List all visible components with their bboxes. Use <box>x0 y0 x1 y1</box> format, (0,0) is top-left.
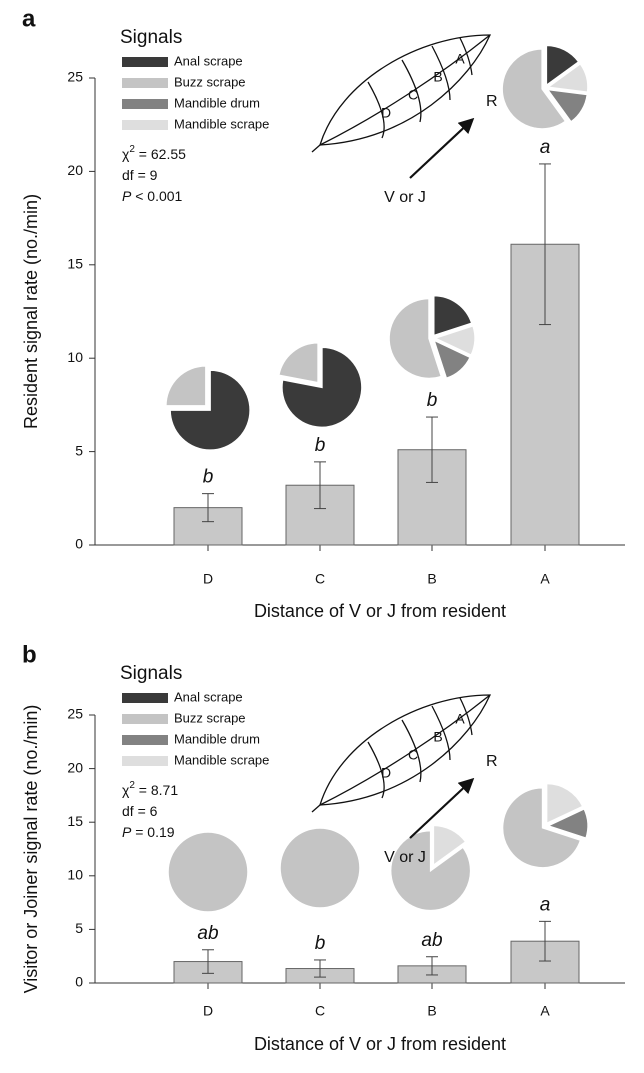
stat-text: = 8.71 <box>135 782 178 798</box>
stat-line: χ2 = 62.55 <box>122 144 186 162</box>
arrow-start-label: V or J <box>384 189 426 206</box>
pie-wedge <box>166 366 206 406</box>
legend-title: Signals <box>120 663 182 684</box>
x-tick-label: C <box>315 1003 325 1019</box>
x-axis-label: Distance of V or J from resident <box>254 1034 506 1054</box>
section-label: A <box>455 51 465 67</box>
y-axis-label: Resident signal rate (no./min) <box>21 194 41 429</box>
x-tick-label: A <box>540 1003 550 1019</box>
significance-label: a <box>540 894 551 915</box>
legend-swatch <box>122 714 168 724</box>
stat-text: < 0.001 <box>131 188 182 204</box>
x-tick-label: B <box>427 1003 436 1019</box>
legend-swatch <box>122 735 168 745</box>
stat-text: df = 6 <box>122 803 158 819</box>
x-tick-label: A <box>540 571 550 587</box>
x-tick-label: D <box>203 571 213 587</box>
page: {"chart_data": [ {"type": "bar", "panel"… <box>0 0 644 1073</box>
section-label: A <box>455 711 465 727</box>
legend-label: Buzz scrape <box>174 710 246 725</box>
pie-wedge <box>168 832 248 912</box>
arrow-end-label: R <box>486 753 498 770</box>
section-label: D <box>381 105 391 121</box>
section-label: C <box>408 87 418 103</box>
legend-swatch <box>122 120 168 130</box>
figure: a 0 5 10 15 20 25 Resident signal rate (no./min… <box>0 0 644 1073</box>
y-tick-label: 10 <box>67 349 83 365</box>
pie-wedge <box>279 343 318 383</box>
legend-title: Signals <box>120 27 182 48</box>
y-tick-label: 10 <box>67 867 83 883</box>
x-tick-label: C <box>315 571 325 587</box>
y-tick-label: 15 <box>67 813 83 829</box>
legend-swatch <box>122 57 168 67</box>
stat-line: df = 6 <box>122 803 158 819</box>
leaf-stem <box>312 145 320 152</box>
legend-label: Anal scrape <box>174 689 243 704</box>
y-tick-label: 20 <box>67 162 83 178</box>
legend-label: Mandible drum <box>174 95 260 110</box>
panel: b 0 5 10 15 20 25 Visitor or Joiner signal rate… <box>21 641 625 1053</box>
stat-text: = 62.55 <box>135 146 186 162</box>
y-tick-label: 25 <box>67 706 83 722</box>
significance-label: ab <box>421 930 442 951</box>
section-label: C <box>408 747 418 763</box>
panel-label: b <box>22 641 37 668</box>
significance-label: ab <box>197 923 218 944</box>
panel-label: a <box>22 5 36 32</box>
significance-label: b <box>427 390 438 411</box>
legend-label: Mandible drum <box>174 731 260 746</box>
legend-label: Mandible scrape <box>174 116 269 131</box>
stat-line: P = 0.19 <box>122 824 175 840</box>
pie-wedge <box>280 828 360 908</box>
arrow-start-label: V or J <box>384 849 426 866</box>
stat-text: df = 9 <box>122 167 158 183</box>
x-tick-label: D <box>203 1003 213 1019</box>
section-label: B <box>433 69 442 85</box>
stat-line: χ2 = 8.71 <box>122 780 178 798</box>
y-tick-label: 20 <box>67 759 83 775</box>
stat-line: P < 0.001 <box>122 188 183 204</box>
section-label: B <box>433 729 442 745</box>
legend-swatch <box>122 693 168 703</box>
stat-text: = 0.19 <box>131 824 174 840</box>
section-label: D <box>381 765 391 781</box>
legend-label: Anal scrape <box>174 53 243 68</box>
leaf-stem <box>312 805 320 812</box>
y-tick-label: 5 <box>75 442 83 458</box>
leaf-diagram: ABC D R V or J <box>312 35 498 206</box>
legend-swatch <box>122 78 168 88</box>
significance-label: b <box>203 467 214 488</box>
legend-swatch <box>122 756 168 766</box>
y-tick-label: 0 <box>75 536 83 552</box>
legend-swatch <box>122 99 168 109</box>
y-tick-label: 5 <box>75 920 83 936</box>
direction-arrow <box>410 120 472 178</box>
x-axis-label: Distance of V or J from resident <box>254 601 506 621</box>
panel: a 0 5 10 15 20 25 Resident signal rate (no./min… <box>21 5 625 620</box>
y-tick-label: 0 <box>75 974 83 990</box>
x-tick-label: B <box>427 571 436 587</box>
legend-label: Mandible scrape <box>174 752 269 767</box>
legend-label: Buzz scrape <box>174 74 246 89</box>
stat-line: df = 9 <box>122 167 158 183</box>
y-tick-label: 15 <box>67 256 83 272</box>
significance-label: a <box>540 137 551 158</box>
significance-label: b <box>315 435 326 456</box>
y-axis-label: Visitor or Joiner signal rate (no./min) <box>21 705 41 994</box>
significance-label: b <box>315 933 326 954</box>
y-tick-label: 25 <box>67 69 83 85</box>
arrow-end-label: R <box>486 93 498 110</box>
